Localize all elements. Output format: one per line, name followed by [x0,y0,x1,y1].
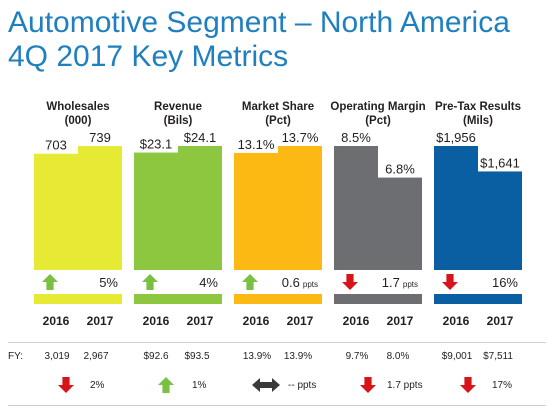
fy-market-share-2016: 13.9% [242,351,272,362]
wholesales-chart: 703 739 5% [30,130,126,304]
fy-pre-tax-2017: $7,511 [483,351,513,362]
up-arrow-shape [158,377,174,393]
fy-revenue-change: 1% [192,380,207,391]
fy-pre-tax-change: 17% [492,380,513,391]
panel-unit: (Mils) [462,115,494,127]
fy-pre-tax-2016: $9,001 [441,351,473,362]
down-arrow-icon [58,377,74,393]
change-value: 1.7 [382,275,400,290]
slide-title-line-1: Automotive Segment – North America [8,6,510,39]
fy-wholesales-2017: 2,967 [83,351,109,362]
bar-value-label-2016: $1,956 [436,130,476,145]
year-label-2016: 2016 [42,314,70,328]
metric-panel-market-share: Market Share (Pct) 13.1% 13.7% 0.6 ppts 201… [228,100,328,340]
pre-tax-results-chart: $1,956 $1,641 16% [430,130,526,304]
metric-panel-pre-tax-results: Pre-Tax Results (Mils) $1,956 $1,641 16% 2… [428,100,528,340]
bar-value-label-2017: 13.7% [282,130,319,145]
down-arrow-icon [460,377,476,393]
change-label: 16% [492,275,518,290]
panel-title: Pre-Tax Results [434,101,522,113]
year-label-2016: 2016 [342,314,370,328]
year-label-2017: 2017 [486,314,514,328]
bar-value-label-2017: 6.8% [385,162,415,177]
down-arrow-icon [342,274,358,290]
change-label: 4% [199,275,218,290]
year-label-2017: 2017 [386,314,414,328]
fy-wholesales-2016: 3,019 [44,351,70,362]
change-value: 4% [199,275,218,290]
panel-heading: Revenue (Bils) [128,100,228,128]
fy-operating-margin-2017: 8.0% [386,351,410,362]
change-unit: ppts [403,280,418,289]
panel-heading: Operating Margin (Pct) [328,100,428,128]
bar-value-label-2017: $24.1 [184,130,217,145]
year-label-2017: 2017 [286,314,314,328]
bar-value-label-2016: 13.1% [238,137,275,152]
down-arrow-shape [58,377,74,393]
year-label-2016: 2016 [142,314,170,328]
fy-revenue-2017: $93.5 [184,351,210,362]
panel-title: Revenue [154,101,202,113]
slide-title-line-2: 4Q 2017 Key Metrics [8,40,289,73]
panel-unit: (000) [64,115,92,127]
metric-panel-wholesales: Wholesales (000) 703 739 5% 2016 2017 [28,100,128,340]
market-share-chart: 13.1% 13.7% 0.6 ppts [230,130,326,304]
change-value: 16% [492,275,518,290]
panel-unit: (Pct) [265,115,291,127]
year-label-2017: 2017 [86,314,114,328]
panel-title: Market Share [241,101,315,113]
up-arrow-icon [142,274,158,290]
down-arrow-icon [360,377,376,393]
change-value: 0.6 [282,275,300,290]
change-label: 1.7 ppts [382,275,418,290]
full-year-label: FY: [8,351,24,362]
year-label-2017: 2017 [186,314,214,328]
change-value: 5% [99,275,118,290]
fy-market-share-2017: 13.9% [283,351,313,362]
panel-unit: (Pct) [365,115,391,127]
fy-revenue-2016: $92.6 [143,351,169,362]
panel-title: Operating Margin [330,101,426,113]
flat-arrow-shape [252,378,280,392]
divider [8,342,546,343]
operating-margin-chart: 8.5% 6.8% 1.7 ppts [330,130,426,304]
panel-unit: (Bils) [163,115,193,127]
metric-panel-operating-margin: Operating Margin (Pct) 8.5% 6.8% 1.7 ppts 2… [328,100,428,340]
panel-heading: Market Share (Pct) [228,100,328,128]
bar-value-label-2016: $23.1 [140,137,173,152]
down-arrow-icon [442,274,458,290]
change-label: 0.6 ppts [282,275,318,290]
change-unit: ppts [303,280,318,289]
panel-title: Wholesales [46,101,110,113]
down-arrow-shape [360,377,376,393]
up-arrow-icon [242,274,258,290]
revenue-chart: $23.1 $24.1 4% [130,130,226,304]
panel-heading: Pre-Tax Results (Mils) [428,100,528,128]
down-arrow-shape [460,377,476,393]
bar-value-label-2017: 739 [89,130,111,145]
fy-market-share-change: -- ppts [288,380,317,391]
panel-heading: Wholesales (000) [28,100,128,128]
change-label: 5% [99,275,118,290]
year-label-2016: 2016 [242,314,270,328]
fy-operating-margin-2016: 9.7% [345,351,369,362]
up-arrow-icon [158,377,174,393]
year-label-2016: 2016 [442,314,470,328]
metric-panel-revenue: Revenue (Bils) $23.1 $24.1 4% 2016 2017 [128,100,228,340]
bar-value-label-2016: 8.5% [341,130,371,145]
left-right-arrow-icon [252,378,280,392]
bar-value-label-2016: 703 [45,138,67,153]
bottom-divider [8,405,546,406]
up-arrow-icon [42,274,58,290]
fy-wholesales-change: 2% [90,380,105,391]
bar-value-label-2017: $1,641 [480,155,520,170]
fy-operating-margin-change: 1.7 ppts [387,380,423,391]
